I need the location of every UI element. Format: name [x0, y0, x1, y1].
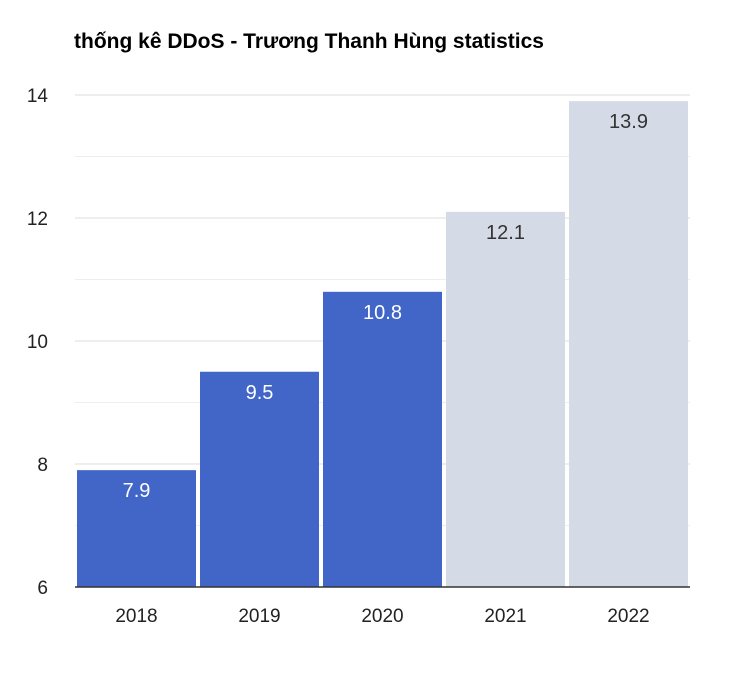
y-tick-label: 14	[27, 86, 49, 107]
bar-2020	[323, 291, 442, 587]
x-tick-label: 2020	[361, 606, 403, 627]
data-label: 13.9	[609, 111, 648, 133]
x-tick-label: 2021	[484, 606, 526, 627]
chart-title: thống kê DDoS - Trương Thanh Hùng statis…	[74, 30, 544, 53]
y-tick-label: 6	[37, 578, 48, 599]
y-tick-label: 12	[27, 209, 48, 230]
y-tick-label: 8	[37, 455, 48, 476]
data-label: 7.9	[123, 480, 151, 502]
data-label: 12.1	[486, 222, 525, 244]
bar-2021	[446, 211, 565, 587]
x-tick-label: 2019	[238, 606, 280, 627]
data-label: 10.8	[363, 302, 402, 324]
x-tick-label: 2018	[115, 606, 157, 627]
bar-2022	[569, 101, 688, 588]
data-label: 9.5	[246, 382, 274, 404]
x-tick-label: 2022	[607, 606, 649, 627]
bar-2019	[200, 371, 319, 587]
y-tick-label: 10	[27, 332, 48, 353]
bar-2018	[77, 470, 196, 587]
